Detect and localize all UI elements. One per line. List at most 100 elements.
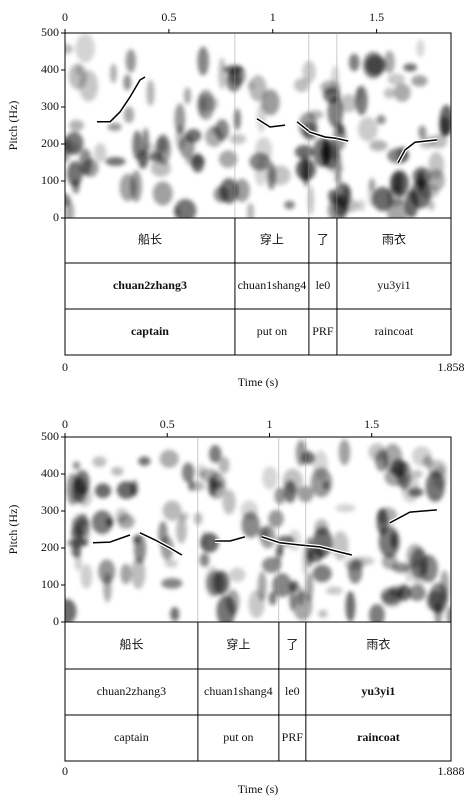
spectrogram-blob: [103, 572, 112, 603]
spectrogram-blob: [338, 439, 351, 466]
spectrogram-blob: [94, 483, 112, 499]
spectrogram-blob: [314, 519, 329, 536]
spectrogram-blob: [130, 479, 139, 497]
spectrogram-blob: [218, 150, 238, 168]
spectrogram-blob: [420, 554, 438, 583]
spectrogram-blob: [162, 500, 182, 521]
spectrogram-blob: [218, 57, 226, 90]
spectrogram-blob: [150, 159, 171, 177]
tier-label: put on: [257, 324, 287, 338]
spectrogram-blob: [72, 461, 81, 470]
spectrogram-blob: [65, 598, 77, 622]
y-tick-label: 400: [41, 62, 59, 76]
spectrogram-blob: [65, 200, 75, 218]
spectrogram-blob: [418, 125, 427, 139]
spectrogram-blob: [318, 609, 328, 618]
spectrogram-blob: [255, 137, 273, 162]
spectrogram-blob: [191, 153, 205, 173]
spectrogram-blob: [393, 83, 411, 102]
spectrogram-blob: [383, 50, 395, 74]
spectrogram-blob: [65, 131, 84, 155]
spectrogram-blob: [130, 170, 142, 203]
pitch-line: [97, 76, 438, 164]
spectrogram-blob: [322, 480, 330, 490]
spectrogram-blob: [272, 573, 292, 598]
spectrogram-blob: [335, 503, 356, 513]
spectrogram-blob: [66, 161, 83, 187]
tier-label: 船长: [119, 637, 143, 651]
spectrogram-blob: [266, 162, 276, 190]
spectrogram-blob: [411, 469, 423, 479]
spectrogram-blob: [226, 589, 240, 615]
spectrogram-blob: [233, 178, 250, 203]
spectrogram-blob: [306, 536, 314, 568]
spectrogram-blob: [132, 130, 143, 160]
x-range-label: 1.858: [438, 360, 465, 374]
spectrogram-blob: [225, 70, 242, 92]
x-tick-label: 1: [270, 10, 276, 24]
spectrogram-blob: [417, 184, 439, 199]
spectrogram-blob: [183, 87, 192, 105]
tier-label: PRF: [312, 324, 334, 338]
spectrogram-blob: [312, 450, 328, 481]
x-range-label: 0: [62, 764, 68, 778]
spectrogram-blob: [134, 533, 147, 564]
spectrogram-blob: [234, 108, 241, 131]
spectrogram-blob: [261, 89, 280, 116]
x-tick-label: 0: [62, 10, 68, 24]
spectrogram-blob: [123, 106, 135, 124]
spectrogram-blob: [91, 510, 113, 535]
spectrogram-blob: [138, 456, 151, 466]
spectrogram-blob: [440, 570, 450, 602]
tier-label: le0: [285, 684, 300, 698]
spectrogram-blob: [249, 75, 267, 102]
y-tick-label: 400: [41, 466, 59, 480]
spectrogram-blob: [161, 578, 183, 589]
spectrogram-blob: [111, 466, 124, 476]
spectrogram-blob: [222, 489, 236, 515]
spectrogram-blob: [411, 446, 432, 466]
spectrogram-blob: [80, 564, 93, 589]
y-axis-label: Pitch (Hz): [6, 101, 20, 151]
spectrogram-blob: [69, 119, 84, 132]
tier-label: raincoat: [375, 324, 414, 338]
spectrogram-blob: [369, 603, 385, 622]
spectrogram-blob: [94, 143, 107, 163]
spectrogram-blob: [193, 512, 203, 526]
y-tick-label: 0: [53, 614, 59, 628]
y-axis-label: Pitch (Hz): [6, 505, 20, 555]
spectrogram-blob: [301, 451, 315, 465]
tier-label: 雨衣: [382, 231, 406, 246]
spectrogram-blob: [107, 122, 122, 132]
spectrogram-blob: [323, 87, 341, 103]
spectrogram-blob: [200, 532, 219, 553]
x-tick-label: 0.5: [160, 417, 175, 431]
spectrogram-blob: [439, 116, 450, 137]
spectrogram-blob: [383, 87, 395, 99]
spectrogram-blob: [289, 580, 299, 592]
spectrogram-blob: [218, 456, 230, 474]
y-tick-label: 100: [41, 577, 59, 591]
spectrogram-blob: [345, 591, 356, 622]
spectrogram-blob: [164, 559, 178, 568]
tier-label: 了: [317, 232, 329, 246]
spectrogram-blob: [397, 460, 412, 490]
spectrogram-blob: [358, 199, 366, 212]
tier-label: captain: [131, 324, 169, 338]
spectrogram-blob: [428, 151, 445, 180]
tier-label: 穿上: [226, 636, 250, 651]
spectrogram-blob: [98, 559, 116, 584]
spectrogram-blob: [333, 121, 347, 151]
x-tick-label: 1.5: [364, 417, 379, 431]
tier-label: 船长: [138, 232, 162, 246]
spectrogram-blob: [294, 78, 310, 93]
tier-label: put on: [223, 730, 253, 744]
spectrogram-blob: [170, 606, 180, 622]
spectrogram-blob: [152, 181, 173, 206]
spectrogram-blob: [176, 516, 187, 544]
spectrogram-blob: [197, 46, 209, 76]
spectrogram-blob: [321, 137, 331, 168]
spectrogram-blob: [106, 518, 114, 527]
spectrogram-blob: [207, 472, 227, 499]
spectrogram-blob: [72, 179, 80, 194]
